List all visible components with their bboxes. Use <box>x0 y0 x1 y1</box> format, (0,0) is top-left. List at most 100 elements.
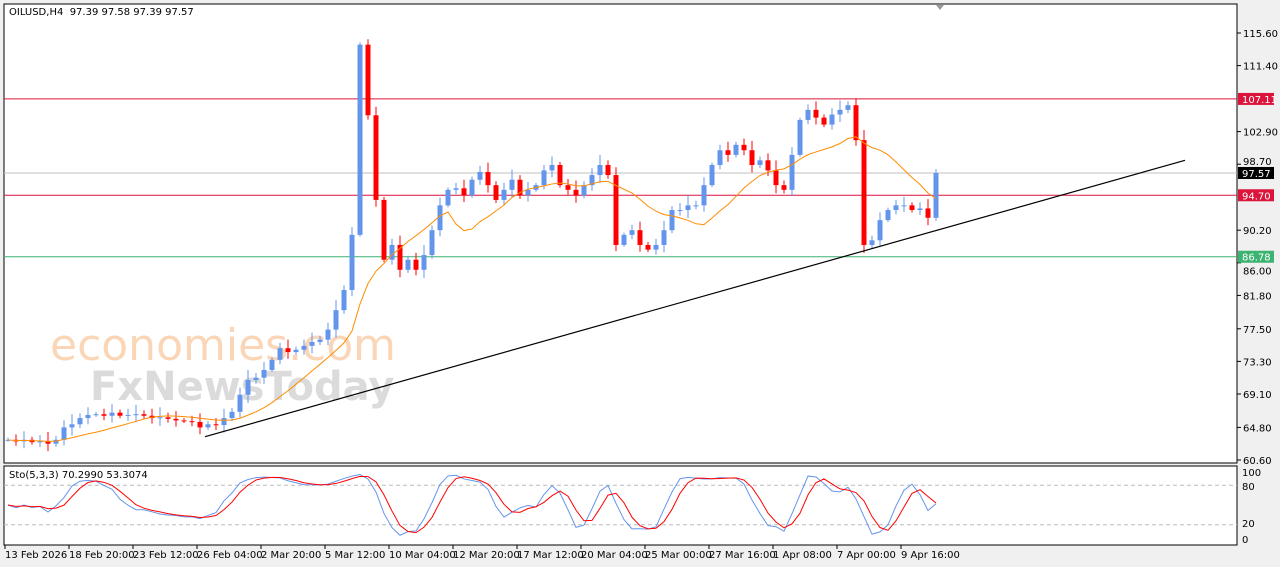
candle-body <box>613 175 619 245</box>
y-tick-label: 73.30 <box>1243 357 1272 368</box>
candle-body <box>653 244 659 250</box>
candle-body <box>61 427 67 440</box>
x-tick-label: 26 Feb 04:00 <box>197 550 263 561</box>
candle-body <box>189 421 195 423</box>
candle-body <box>293 349 299 353</box>
candle-body <box>389 244 395 260</box>
x-tick-label: 25 Mar 00:00 <box>645 550 712 561</box>
candle-body <box>677 210 683 212</box>
candle-body <box>725 150 731 155</box>
candle-body <box>661 230 667 245</box>
price-label-94.70: 94.70 <box>1242 191 1271 202</box>
stochastic-values: 70.2990 53.3074 <box>61 470 148 481</box>
candle-body <box>53 439 59 444</box>
candle-body <box>277 348 283 360</box>
candle-body <box>757 160 763 165</box>
candle-body <box>829 114 835 125</box>
candle-body <box>301 345 307 350</box>
candle-body <box>525 189 531 196</box>
candle-body <box>485 171 491 186</box>
trendline <box>204 159 1186 438</box>
y-tick-label: 111.40 <box>1243 62 1278 73</box>
candle-body <box>261 369 267 378</box>
candle-body <box>517 179 523 196</box>
x-tick-label: 23 Feb 12:00 <box>133 550 199 561</box>
candle-body <box>877 220 883 241</box>
price-label-bg-97.57 <box>1238 166 1274 179</box>
candle-body <box>157 417 163 419</box>
candle-body <box>909 205 915 211</box>
y-tick-label: 69.10 <box>1243 390 1272 401</box>
candle-body <box>917 208 923 211</box>
stochastic-axis-label: 20 <box>1242 519 1255 530</box>
candle-body <box>805 109 811 120</box>
candle-body <box>213 424 219 426</box>
candle-body <box>869 240 875 245</box>
y-tick-label: 98.70 <box>1243 157 1272 168</box>
price-label-bg-107.11 <box>1238 92 1274 105</box>
candle-body <box>669 210 675 231</box>
candle-body <box>589 175 595 186</box>
x-tick-label: 1 Apr 08:00 <box>773 550 832 561</box>
candle-body <box>557 164 563 186</box>
y-tick-label: 77.50 <box>1243 325 1272 336</box>
candle-body <box>309 341 315 346</box>
stochastic-label: Sto(5,3,3) <box>9 470 59 481</box>
chart-header: OILUSD,H4 97.39 97.58 97.39 97.57 <box>9 7 194 18</box>
candle-body <box>325 329 331 340</box>
candle-body <box>493 185 499 200</box>
y-tick-label: 86.00 <box>1243 267 1272 278</box>
main-panel <box>3 3 1238 464</box>
candle-body <box>893 205 899 211</box>
candle-body <box>549 164 555 171</box>
ohlc-values: 97.39 97.58 97.39 97.57 <box>69 7 194 18</box>
candle-body <box>349 234 355 290</box>
y-tick-label: 115.60 <box>1243 29 1278 40</box>
candle-body <box>229 411 235 419</box>
candle-body <box>197 421 203 428</box>
stochastic-signal-line <box>7 475 937 534</box>
candle-body <box>245 380 251 395</box>
candle-body <box>357 44 363 235</box>
candle-body <box>717 150 723 165</box>
x-tick-label: 27 Mar 16:00 <box>709 550 776 561</box>
candle-body <box>365 44 371 116</box>
candle-body <box>565 185 571 190</box>
candle-body <box>429 230 435 256</box>
candle-body <box>629 230 635 235</box>
candle-body <box>541 170 547 186</box>
candle-body <box>701 185 707 206</box>
candle-body <box>461 188 467 196</box>
candle-body <box>69 424 75 428</box>
x-tick-label: 18 Feb 20:00 <box>69 550 135 561</box>
shift-marker-icon[interactable] <box>936 5 944 10</box>
y-tick-label: 90.20 <box>1243 226 1272 237</box>
candle-body <box>509 179 515 190</box>
candle-body <box>597 164 603 176</box>
x-tick-label: 17 Mar 12:00 <box>517 550 584 561</box>
candle-body <box>37 441 43 443</box>
candle-body <box>885 210 891 221</box>
candle-body <box>469 179 475 196</box>
candle-body <box>109 412 115 416</box>
candle-body <box>445 189 451 206</box>
candle-body <box>77 418 83 425</box>
candle-body <box>765 160 771 171</box>
candle-body <box>45 441 51 444</box>
candle-body <box>269 359 275 370</box>
candle-body <box>741 144 747 151</box>
stochastic-header: Sto(5,3,3) 70.2990 53.3074 <box>9 470 148 481</box>
candle-body <box>141 414 147 416</box>
candle-body <box>133 414 139 416</box>
candle-body <box>925 208 931 218</box>
candle-body <box>685 205 691 211</box>
candle-body <box>93 414 99 416</box>
candle-body <box>181 420 187 422</box>
candle-body <box>205 424 211 428</box>
price-label-97.57: 97.57 <box>1242 169 1271 180</box>
x-tick-label: 5 Mar 12:00 <box>325 550 385 561</box>
candle-body <box>781 185 787 190</box>
stochastic-panel <box>3 465 1238 546</box>
candle-body <box>933 172 939 218</box>
